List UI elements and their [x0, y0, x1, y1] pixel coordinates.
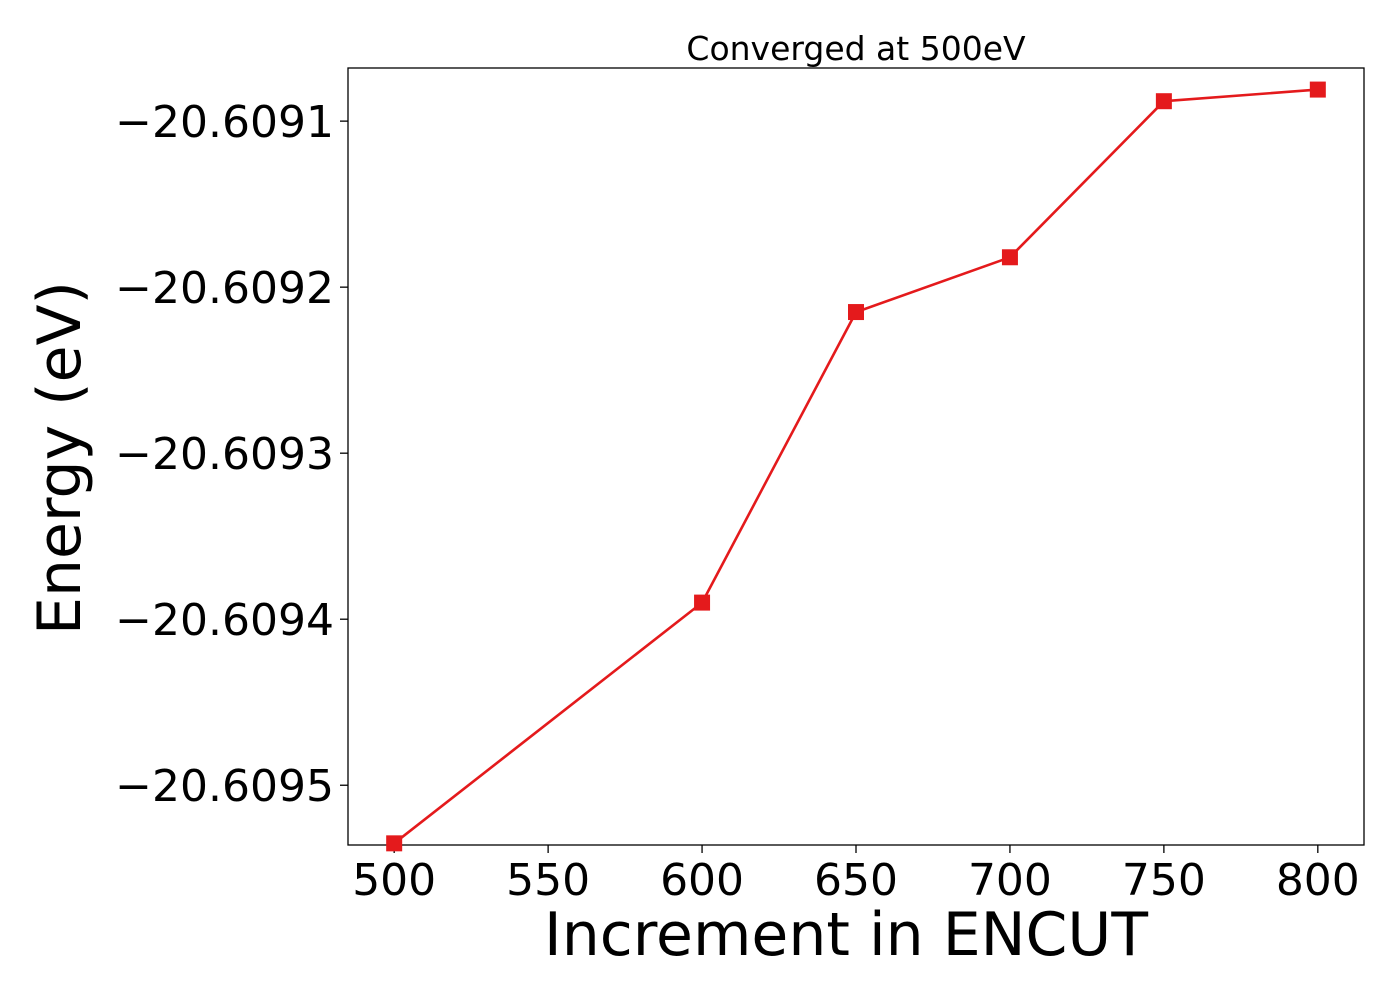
y-tick-label: −20.6092	[115, 263, 334, 314]
y-tick-label: −20.6095	[115, 761, 334, 812]
x-tick-label: 700	[968, 855, 1052, 906]
data-point-marker	[694, 594, 711, 611]
data-point-marker	[848, 304, 864, 321]
y-tick-label: −20.6091	[115, 97, 334, 148]
y-tick-label: −20.6094	[115, 595, 334, 646]
x-tick-label: 800	[1276, 855, 1360, 906]
y-axis: −20.6095 −20.6094 −20.6093 −20.6092 −20.6091	[115, 97, 348, 812]
x-tick-label: 750	[1122, 855, 1206, 906]
data-point-marker	[1309, 81, 1326, 98]
x-tick-label: 650	[814, 855, 898, 906]
chart-title: Converged at 500eV	[686, 29, 1026, 68]
series-layer	[386, 81, 1326, 852]
data-point-marker	[386, 835, 403, 852]
x-tick-label: 500	[352, 855, 436, 906]
data-point-marker	[1001, 249, 1018, 266]
plot-area	[347, 67, 1365, 846]
x-tick-label: 600	[660, 855, 744, 906]
x-axis-title: Increment in ENCUT	[544, 900, 1148, 970]
x-tick-label: 550	[506, 855, 590, 906]
x-axis: 500 550 600 650 700 750 800	[352, 845, 1360, 906]
y-tick-label: −20.6093	[115, 429, 334, 480]
series-line	[393, 88, 1318, 845]
data-point-marker	[1155, 93, 1172, 110]
y-axis-title: Energy (eV)	[25, 281, 95, 635]
